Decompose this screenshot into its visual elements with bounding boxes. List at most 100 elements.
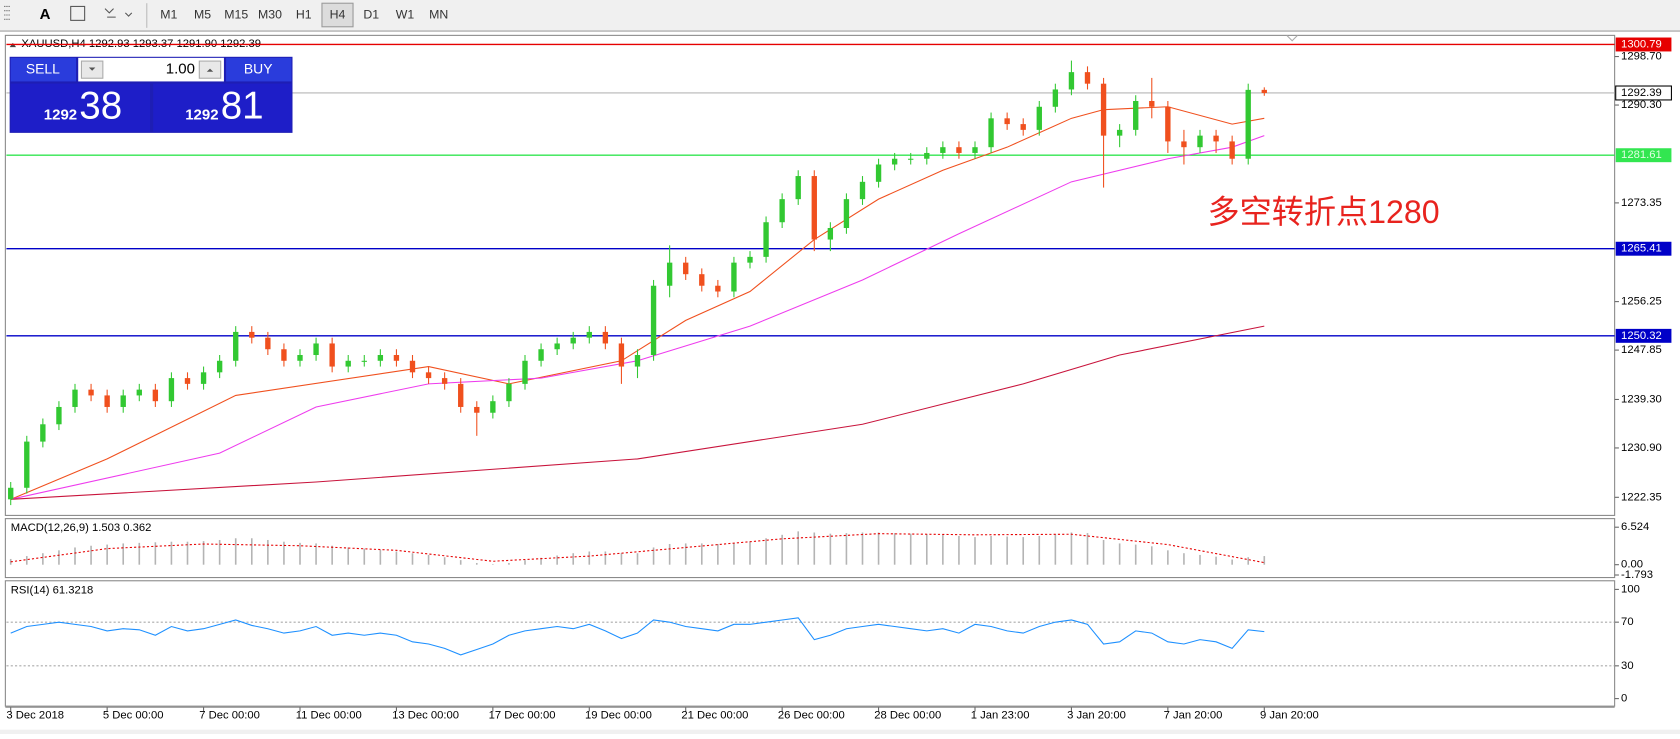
candle-body bbox=[216, 360, 223, 373]
ask-big: 1292 bbox=[185, 107, 218, 124]
macd-tick-label: 0.00 bbox=[1621, 559, 1643, 571]
candle-body bbox=[618, 343, 625, 367]
drawing-tools[interactable]: A bbox=[4, 3, 148, 28]
candle-body bbox=[1165, 106, 1171, 142]
level-tag bbox=[1615, 85, 1672, 101]
candle-body bbox=[458, 383, 464, 407]
candle-body bbox=[1213, 135, 1219, 142]
arrow-up bbox=[206, 68, 214, 72]
candle-body bbox=[859, 181, 866, 200]
y-tick-label: 1273.35 bbox=[1621, 197, 1662, 209]
ask-box[interactable] bbox=[153, 83, 292, 132]
candle-body bbox=[1100, 83, 1107, 136]
candle-body bbox=[8, 487, 14, 500]
timeframe-label[interactable]: M1 bbox=[160, 7, 177, 21]
icon-label[interactable] bbox=[70, 5, 86, 21]
toolbar bbox=[0, 0, 1680, 32]
candle-body bbox=[650, 285, 657, 356]
timeframe-label[interactable]: M30 bbox=[258, 7, 282, 21]
candle-body bbox=[988, 118, 994, 148]
candle-body bbox=[924, 152, 930, 159]
candle-body bbox=[699, 274, 705, 286]
lot-input[interactable] bbox=[78, 57, 224, 82]
candle-body bbox=[1245, 89, 1251, 159]
x-tick-label: 21 Dec 00:00 bbox=[681, 710, 748, 722]
level-label: 1300.79 bbox=[1621, 38, 1662, 50]
candle-body bbox=[345, 360, 351, 367]
timeframe-label[interactable]: H4 bbox=[330, 7, 346, 21]
candle-body bbox=[763, 222, 769, 257]
candle-body bbox=[490, 401, 496, 413]
x-tick-label: 1 Jan 23:00 bbox=[971, 710, 1030, 722]
candle-body bbox=[1181, 141, 1187, 148]
rsi-tick-label: 0 bbox=[1621, 693, 1627, 705]
x-tick-label: 19 Dec 00:00 bbox=[585, 710, 652, 722]
y-tick-label: 1222.35 bbox=[1621, 491, 1662, 503]
candle-body bbox=[281, 349, 287, 361]
y-tick-label: 1298.70 bbox=[1621, 51, 1662, 63]
timeframe-button[interactable] bbox=[321, 2, 354, 28]
icon-shapes[interactable] bbox=[104, 8, 133, 18]
candle-body bbox=[120, 395, 126, 407]
bid-big: 1292 bbox=[44, 107, 77, 124]
candle-body bbox=[827, 228, 834, 240]
arrow-down bbox=[88, 67, 96, 71]
candle-body bbox=[1020, 124, 1026, 130]
x-tick-label: 7 Jan 20:00 bbox=[1164, 710, 1223, 722]
candle-body bbox=[1133, 101, 1139, 130]
rsi-line bbox=[10, 617, 1265, 656]
candle-body bbox=[184, 378, 191, 384]
candle-body bbox=[795, 176, 801, 200]
sell-label[interactable]: SELL bbox=[26, 60, 60, 76]
candle-body bbox=[313, 343, 319, 356]
sell-button[interactable] bbox=[10, 57, 77, 82]
x-tick-label: 11 Dec 00:00 bbox=[296, 710, 362, 722]
macd-panel bbox=[4, 518, 1616, 579]
timeframe-bar: M1 M5 M15 M30 H1 H4 D1 W1 MN bbox=[160, 2, 448, 28]
candle-body bbox=[233, 331, 239, 361]
y-tick-label: 1256.25 bbox=[1621, 296, 1662, 308]
candle-body bbox=[168, 378, 175, 402]
timeframe-label[interactable]: MN bbox=[429, 7, 448, 21]
candle-body bbox=[875, 164, 882, 182]
candle-body bbox=[441, 378, 448, 384]
timeframe-label[interactable]: W1 bbox=[396, 7, 415, 21]
buy-button[interactable] bbox=[226, 57, 292, 82]
candle-body bbox=[972, 147, 978, 153]
timeframe-label[interactable]: H1 bbox=[296, 7, 312, 21]
candle-body bbox=[1261, 89, 1267, 93]
candle-body bbox=[891, 158, 898, 165]
icon-text[interactable]: A bbox=[40, 6, 51, 23]
candle-body bbox=[409, 360, 416, 373]
macd-tick-label: -1.793 bbox=[1621, 569, 1653, 581]
timeframe-label[interactable]: M5 bbox=[194, 7, 211, 21]
macd-label: MACD(12,26,9) 1.503 0.362 bbox=[11, 522, 152, 534]
buy-label[interactable]: BUY bbox=[244, 60, 273, 76]
candle-body bbox=[731, 262, 737, 292]
candle-body bbox=[1068, 72, 1075, 90]
status-bar bbox=[0, 729, 1680, 734]
bid-box[interactable] bbox=[10, 83, 151, 132]
timeframe-label[interactable]: D1 bbox=[363, 7, 379, 21]
candle-body bbox=[779, 199, 785, 223]
candle-body bbox=[1197, 135, 1203, 148]
y-tick-label: 1239.30 bbox=[1621, 393, 1662, 405]
trade-panel: SELL 1.00 BUY 1292 38 1292 81 bbox=[9, 56, 293, 133]
candle-body bbox=[1229, 141, 1235, 159]
x-tick-label: 7 Dec 00:00 bbox=[199, 710, 260, 722]
timeframe-label[interactable]: M15 bbox=[224, 7, 248, 21]
lot-value[interactable]: 1.00 bbox=[166, 61, 195, 78]
candle-body bbox=[538, 349, 544, 361]
icon-cursor[interactable] bbox=[4, 5, 11, 20]
candle-body bbox=[554, 343, 560, 350]
rsi-tick-label: 100 bbox=[1621, 583, 1640, 595]
x-tick-label: 3 Jan 20:00 bbox=[1067, 710, 1126, 722]
candle-body bbox=[908, 158, 914, 160]
candle-body bbox=[377, 355, 384, 361]
candle-body bbox=[249, 331, 255, 338]
y-tick-label: 1247.85 bbox=[1621, 344, 1662, 356]
candle-body bbox=[811, 176, 817, 240]
candle-body bbox=[1149, 101, 1155, 107]
